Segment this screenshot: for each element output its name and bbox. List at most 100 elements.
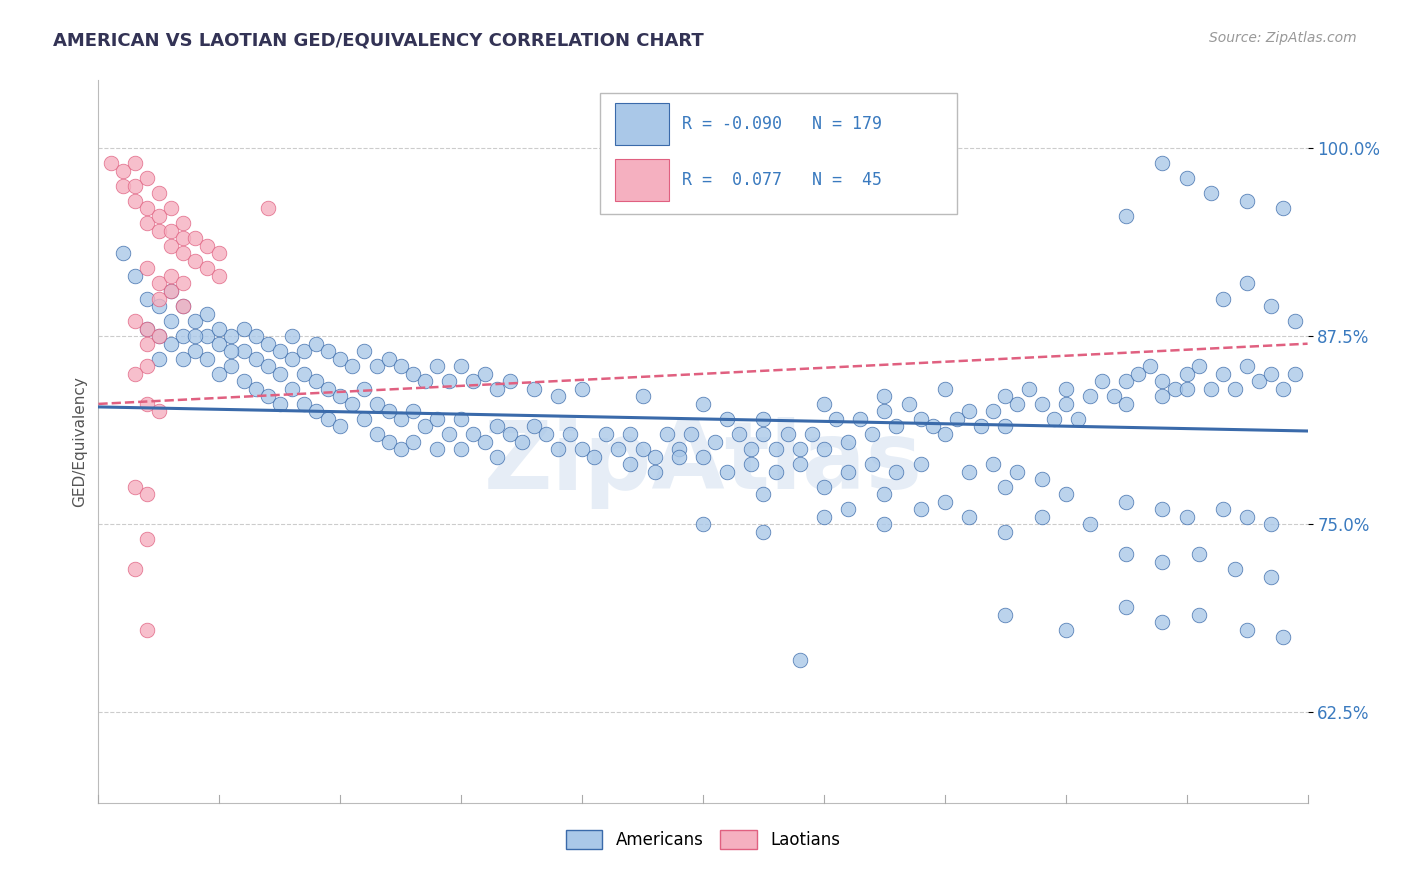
Point bbox=[1212, 292, 1234, 306]
Point bbox=[172, 351, 194, 366]
Point bbox=[1236, 194, 1258, 208]
Point bbox=[135, 261, 157, 276]
Point bbox=[716, 412, 738, 426]
Point bbox=[124, 178, 146, 193]
Point bbox=[1078, 517, 1101, 532]
Point bbox=[934, 382, 956, 396]
Point bbox=[934, 494, 956, 508]
Point bbox=[692, 517, 714, 532]
Point bbox=[571, 442, 593, 456]
Point bbox=[752, 427, 775, 442]
Point bbox=[728, 427, 751, 442]
Point bbox=[256, 359, 278, 374]
Point bbox=[172, 216, 194, 230]
Point bbox=[160, 336, 183, 351]
Point bbox=[789, 442, 811, 456]
Point bbox=[426, 412, 449, 426]
Point bbox=[184, 344, 207, 359]
Point bbox=[910, 502, 932, 516]
Point bbox=[1091, 374, 1114, 388]
Point bbox=[583, 450, 606, 464]
Point bbox=[208, 367, 231, 381]
Point bbox=[619, 427, 641, 442]
Point bbox=[292, 344, 315, 359]
Point bbox=[195, 239, 218, 253]
Point bbox=[897, 397, 920, 411]
Point bbox=[413, 374, 436, 388]
Point bbox=[221, 329, 243, 343]
Point bbox=[910, 163, 932, 178]
Point bbox=[124, 480, 146, 494]
Point bbox=[305, 404, 328, 418]
Point bbox=[221, 344, 243, 359]
Point bbox=[172, 329, 194, 343]
Point bbox=[558, 427, 581, 442]
Point bbox=[946, 412, 969, 426]
Point bbox=[208, 321, 231, 335]
Point bbox=[366, 359, 388, 374]
Point bbox=[1260, 367, 1282, 381]
Point bbox=[957, 404, 980, 418]
Point bbox=[232, 374, 254, 388]
Point bbox=[148, 351, 170, 366]
Point bbox=[1152, 389, 1174, 403]
Bar bbox=[614, 103, 669, 145]
Point bbox=[172, 231, 194, 245]
Point bbox=[160, 268, 183, 283]
Point bbox=[413, 419, 436, 434]
Point bbox=[523, 382, 546, 396]
Point bbox=[366, 427, 388, 442]
Point bbox=[1152, 502, 1174, 516]
Point bbox=[111, 163, 134, 178]
Point bbox=[1260, 299, 1282, 313]
Point bbox=[994, 389, 1017, 403]
Point bbox=[1260, 570, 1282, 584]
Point bbox=[534, 427, 557, 442]
Point bbox=[342, 397, 364, 411]
Point bbox=[463, 374, 485, 388]
Point bbox=[752, 487, 775, 501]
Point bbox=[195, 351, 218, 366]
Point bbox=[631, 442, 654, 456]
Point bbox=[837, 434, 859, 449]
Y-axis label: GED/Equivalency: GED/Equivalency bbox=[72, 376, 87, 507]
Point bbox=[873, 517, 896, 532]
Point bbox=[245, 351, 267, 366]
Point bbox=[994, 480, 1017, 494]
Point bbox=[1152, 374, 1174, 388]
Point bbox=[860, 457, 883, 471]
Point bbox=[148, 299, 170, 313]
Point bbox=[1223, 562, 1246, 576]
Point bbox=[148, 292, 170, 306]
Point bbox=[813, 442, 835, 456]
Point bbox=[135, 359, 157, 374]
Point bbox=[825, 412, 848, 426]
Point bbox=[402, 434, 425, 449]
Point bbox=[474, 434, 496, 449]
Point bbox=[148, 329, 170, 343]
Point bbox=[172, 299, 194, 313]
Point bbox=[245, 329, 267, 343]
Point bbox=[957, 465, 980, 479]
Point bbox=[765, 465, 787, 479]
Point bbox=[221, 359, 243, 374]
Point bbox=[160, 239, 183, 253]
Point bbox=[860, 427, 883, 442]
Text: ZipAtlas: ZipAtlas bbox=[484, 417, 922, 509]
Point bbox=[692, 397, 714, 411]
Point bbox=[1115, 374, 1137, 388]
Point bbox=[292, 397, 315, 411]
Point bbox=[1272, 630, 1295, 644]
Point bbox=[1102, 389, 1125, 403]
Point bbox=[1115, 494, 1137, 508]
Point bbox=[813, 397, 835, 411]
Point bbox=[124, 562, 146, 576]
Point bbox=[789, 457, 811, 471]
Point bbox=[1175, 367, 1198, 381]
Point bbox=[1128, 367, 1150, 381]
Point bbox=[305, 374, 328, 388]
Point bbox=[160, 314, 183, 328]
Point bbox=[886, 465, 908, 479]
Point bbox=[377, 351, 399, 366]
Point bbox=[208, 268, 231, 283]
